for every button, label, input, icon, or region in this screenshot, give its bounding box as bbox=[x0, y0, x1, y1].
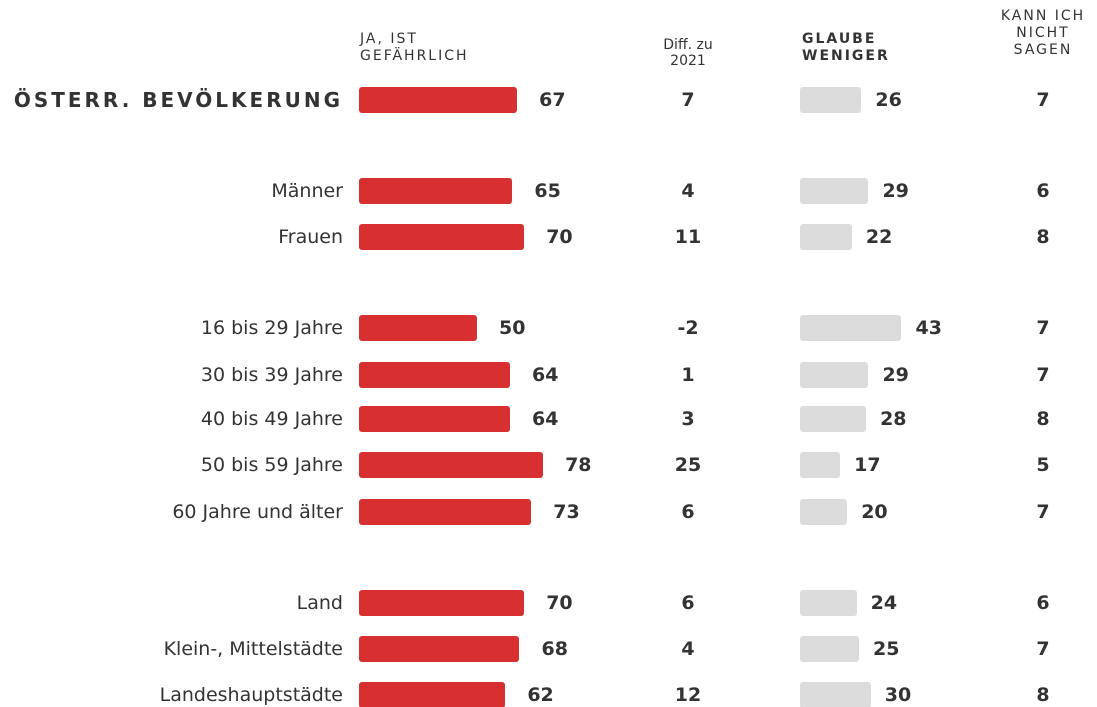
value-less: 22 bbox=[865, 226, 893, 248]
value-diff: 12 bbox=[674, 684, 702, 706]
bar-less bbox=[800, 499, 848, 525]
value-yes: 64 bbox=[532, 364, 559, 386]
value-diff: 25 bbox=[674, 454, 702, 476]
bar-yes bbox=[359, 406, 511, 432]
bar-yes bbox=[359, 224, 525, 250]
value-diff: 4 bbox=[681, 638, 695, 660]
value-unsure: 8 bbox=[1036, 684, 1050, 706]
value-yes: 68 bbox=[541, 638, 568, 660]
header-yes: JA, IST GEFÄHRLICH bbox=[360, 31, 469, 64]
value-unsure: 7 bbox=[1036, 501, 1050, 523]
value-yes: 70 bbox=[546, 226, 573, 248]
value-unsure: 6 bbox=[1036, 180, 1050, 202]
value-less: 17 bbox=[854, 454, 881, 476]
value-yes: 78 bbox=[565, 454, 592, 476]
value-unsure: 7 bbox=[1036, 317, 1050, 339]
category-label: Land bbox=[296, 592, 343, 614]
value-yes: 64 bbox=[532, 408, 559, 430]
category-label: 40 bis 49 Jahre bbox=[200, 408, 343, 430]
category-label: 50 bis 59 Jahre bbox=[200, 454, 343, 476]
value-less: 28 bbox=[880, 408, 907, 430]
bar-less bbox=[800, 636, 859, 662]
bar-less bbox=[800, 682, 871, 707]
value-unsure: 7 bbox=[1036, 364, 1050, 386]
value-unsure: 5 bbox=[1036, 454, 1050, 476]
value-less: 26 bbox=[875, 89, 902, 111]
value-diff: 6 bbox=[681, 592, 695, 614]
bar-yes bbox=[359, 636, 520, 662]
header-less: GLAUBE WENIGER bbox=[802, 31, 890, 64]
header-diff: Diff. zu 2021 bbox=[663, 37, 713, 69]
value-diff: 1 bbox=[681, 364, 695, 386]
value-diff: 7 bbox=[681, 89, 695, 111]
value-less: 20 bbox=[861, 501, 888, 523]
value-diff: 4 bbox=[681, 180, 695, 202]
value-yes: 73 bbox=[553, 501, 580, 523]
category-label: Landeshauptstädte bbox=[159, 684, 343, 706]
bar-less bbox=[800, 224, 852, 250]
category-label: Frauen bbox=[278, 226, 343, 248]
value-yes: 50 bbox=[499, 317, 526, 339]
bar-yes bbox=[359, 682, 506, 707]
bar-yes bbox=[359, 315, 477, 341]
bar-less bbox=[800, 452, 841, 478]
value-less: 43 bbox=[915, 317, 942, 339]
bar-less bbox=[800, 362, 869, 388]
value-unsure: 8 bbox=[1036, 408, 1050, 430]
category-label: Männer bbox=[271, 180, 343, 202]
bar-yes bbox=[359, 452, 544, 478]
value-yes: 62 bbox=[527, 684, 554, 706]
value-diff: -2 bbox=[677, 317, 699, 339]
category-label: 16 bis 29 Jahre bbox=[200, 317, 343, 339]
bar-yes bbox=[359, 362, 511, 388]
value-yes: 70 bbox=[546, 592, 573, 614]
bar-yes bbox=[359, 87, 518, 113]
value-diff: 11 bbox=[674, 226, 702, 248]
bar-yes bbox=[359, 590, 525, 616]
bar-less bbox=[800, 178, 869, 204]
value-diff: 3 bbox=[681, 408, 695, 430]
value-diff: 6 bbox=[681, 501, 695, 523]
value-less: 29 bbox=[882, 180, 909, 202]
value-less: 24 bbox=[870, 592, 898, 614]
value-less: 25 bbox=[873, 638, 900, 660]
value-unsure: 7 bbox=[1036, 638, 1050, 660]
category-label: 60 Jahre und älter bbox=[172, 501, 343, 523]
value-yes: 65 bbox=[534, 180, 561, 202]
bar-less bbox=[800, 406, 867, 432]
value-unsure: 6 bbox=[1036, 592, 1050, 614]
category-label: 30 bis 39 Jahre bbox=[200, 364, 343, 386]
value-unsure: 8 bbox=[1036, 226, 1050, 248]
bar-less bbox=[800, 315, 902, 341]
category-label: ÖSTERR. BEVÖLKERUNG bbox=[13, 88, 343, 112]
value-yes: 67 bbox=[539, 89, 566, 111]
bar-yes bbox=[359, 499, 532, 525]
bar-less bbox=[800, 87, 862, 113]
header-unsure: KANN ICH NICHT SAGEN bbox=[1000, 8, 1086, 58]
category-label: Klein-, Mittelstädte bbox=[163, 638, 343, 660]
value-less: 29 bbox=[882, 364, 909, 386]
bar-less bbox=[800, 590, 857, 616]
value-unsure: 7 bbox=[1036, 89, 1050, 111]
value-less: 30 bbox=[884, 684, 912, 706]
bar-yes bbox=[359, 178, 513, 204]
